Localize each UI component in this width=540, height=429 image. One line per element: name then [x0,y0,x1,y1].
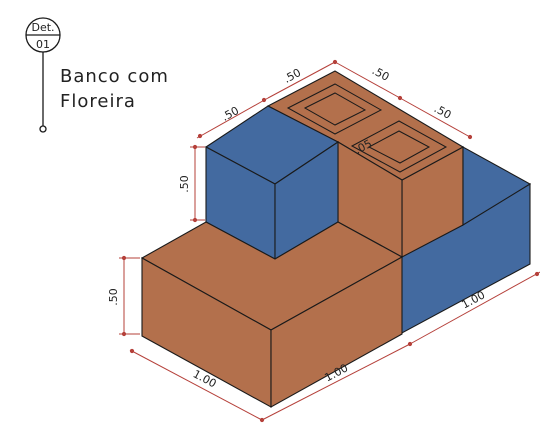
dim-left-upper: .50 [220,104,242,124]
planter-right-inner [367,130,431,164]
detail-tag-number: 01 [36,38,50,51]
bench-right-face [270,256,403,408]
planter-right-opening [350,120,448,173]
dim-top-right: .50 [370,64,392,84]
right-tall-block-face [462,146,532,226]
dimension-lines [119,59,540,423]
dim-vertical-lower: .50 [107,288,120,306]
detail-tag: Det. 01 [25,17,61,133]
dim-top-left: .50 [282,66,304,86]
dim-right-upper: .50 [432,102,454,122]
detail-tag-top: Det. [31,21,54,34]
title-line-2: Floreira [60,91,136,112]
title-line-1: Banco com [60,66,169,87]
planter-left-opening [286,83,383,135]
planter-left-inner [303,92,367,126]
dim-vertical-upper: .50 [178,175,191,193]
